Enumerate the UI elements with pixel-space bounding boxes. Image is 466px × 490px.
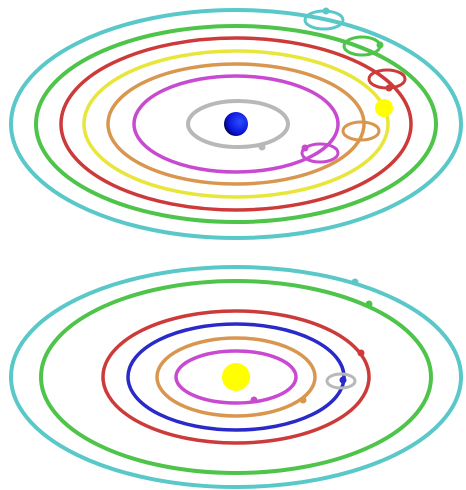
saturn-planet-helio: [351, 278, 359, 286]
jupiter-planet: [376, 41, 384, 49]
mars-deferent: [59, 36, 413, 212]
mars-planet-helio: [357, 349, 365, 357]
sun-body: [375, 99, 393, 117]
saturn-planet: [322, 7, 330, 15]
venus-deferent: [106, 62, 366, 186]
mercury-planet-helio: [250, 396, 258, 404]
jupiter-deferent: [34, 24, 438, 224]
saturn-orbit: [9, 265, 463, 489]
jupiter-planet-helio: [365, 300, 373, 308]
sun-orbit: [82, 49, 390, 199]
saturn-deferent: [9, 8, 463, 240]
mars-planet: [385, 84, 393, 92]
moon-orbit-around-earth: [325, 372, 357, 390]
venus-orbit: [155, 336, 317, 418]
mercury-deferent: [132, 74, 340, 174]
jupiter-orbit: [39, 279, 433, 475]
mercury-epicycle: [300, 142, 340, 164]
geocentric-panel: [9, 7, 463, 240]
moon-body: [258, 143, 266, 151]
earth-body: [224, 112, 248, 136]
sun-center-body: [222, 363, 250, 391]
heliocentric-panel: [9, 265, 463, 489]
moon-orbit: [186, 99, 290, 149]
mercury-orbit: [174, 349, 298, 405]
venus-planet-helio: [299, 396, 307, 404]
earth-planet-helio: [339, 376, 347, 384]
venus-epicycle: [341, 120, 381, 142]
mercury-planet: [301, 144, 309, 152]
mars-orbit: [101, 309, 371, 445]
